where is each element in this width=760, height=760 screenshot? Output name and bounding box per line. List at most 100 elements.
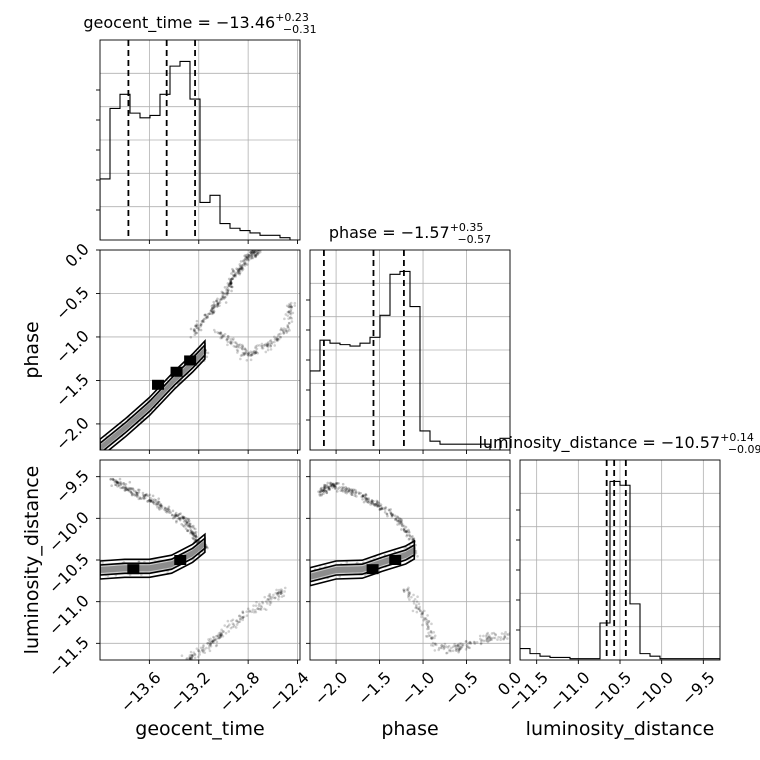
sample-point [327, 485, 330, 489]
sample-point [247, 253, 251, 257]
sample-point [157, 500, 160, 503]
sample-point [247, 352, 250, 356]
sample-point [233, 625, 236, 628]
sample-point [175, 519, 178, 523]
sample-point [240, 264, 243, 268]
sample-point [459, 642, 463, 645]
sample-point [399, 520, 402, 524]
sample-point [221, 296, 225, 299]
sample-point [184, 519, 187, 522]
sample-point [229, 280, 233, 284]
sample-point [327, 487, 331, 491]
sample-point [196, 326, 199, 330]
sample-point [163, 506, 167, 510]
sample-point [220, 334, 223, 337]
sample-point [238, 614, 241, 617]
sample-point [247, 351, 251, 355]
sample-point [391, 513, 395, 516]
sample-point [394, 517, 398, 520]
sample-point [145, 492, 148, 496]
sample-point [261, 601, 265, 605]
sample-point [478, 637, 482, 641]
sample-point [377, 501, 381, 505]
sample-point [226, 337, 229, 341]
sample-point [332, 485, 336, 488]
sample-point [197, 649, 201, 652]
sample-point [256, 251, 260, 255]
density-band-inner [310, 547, 415, 580]
sample-point [190, 657, 193, 660]
sample-point [189, 650, 193, 654]
sample-point [447, 644, 451, 648]
sample-point [273, 338, 277, 341]
sample-point [194, 534, 198, 537]
sample-point [231, 269, 235, 272]
sample-point [256, 251, 259, 255]
sample-point [218, 636, 222, 639]
sample-point [223, 295, 227, 299]
sample-point [251, 353, 254, 357]
sample-point [457, 647, 460, 650]
sample-point [408, 534, 412, 538]
sample-point [229, 342, 233, 346]
sample-point [449, 649, 453, 653]
sample-point [265, 344, 268, 347]
sample-point [420, 615, 423, 619]
sample-point [227, 284, 231, 287]
sample-point [251, 250, 255, 253]
sample-point [322, 488, 325, 492]
sample-point [267, 594, 270, 598]
histogram-phase [310, 270, 510, 450]
contour-inner [100, 342, 206, 450]
sample-point [115, 480, 119, 484]
sample-point [194, 530, 198, 534]
sample-point [376, 500, 380, 503]
sample-point [218, 633, 222, 637]
sample-point [225, 293, 229, 297]
sample-point [475, 641, 479, 644]
sample-point [143, 494, 146, 498]
sample-point [286, 314, 290, 317]
sample-point [191, 531, 195, 534]
sample-point [228, 623, 231, 626]
sample-point [287, 310, 290, 314]
sample-point [379, 507, 383, 511]
sample-point [320, 494, 323, 497]
sample-point [230, 337, 233, 341]
sample-point [218, 332, 222, 336]
y-tick-label: −11.0 [45, 591, 93, 639]
sample-point [143, 496, 147, 500]
sample-point [195, 331, 198, 335]
sample-point [370, 499, 374, 502]
sample-point [503, 635, 507, 638]
sample-point [136, 493, 140, 497]
sample-point [424, 617, 428, 620]
sample-point [253, 251, 256, 254]
x-axis-label-phase: phase [381, 718, 438, 740]
sample-point [235, 342, 239, 346]
sample-point [455, 647, 458, 651]
density-peak [174, 555, 187, 565]
sample-point [408, 531, 411, 534]
sample-point [371, 502, 374, 506]
sample-point [193, 652, 197, 656]
sample-point [288, 305, 292, 309]
sample-point [250, 352, 254, 356]
sample-point [346, 490, 350, 494]
sample-point [375, 501, 379, 505]
sample-point [500, 632, 504, 635]
axes-frame [99, 249, 301, 451]
scatter-panel-geocent_time-luminosity_distance [96, 459, 301, 664]
sample-point [262, 344, 266, 347]
sample-point [159, 505, 163, 508]
sample-point [211, 306, 214, 310]
sample-point [252, 251, 256, 254]
sample-point [216, 331, 220, 334]
sample-point [386, 514, 389, 518]
sample-point [282, 330, 286, 334]
sample-point [254, 254, 258, 257]
sample-point [216, 302, 220, 306]
sample-point [280, 590, 283, 593]
sample-point [400, 523, 404, 527]
sample-point [433, 649, 437, 652]
